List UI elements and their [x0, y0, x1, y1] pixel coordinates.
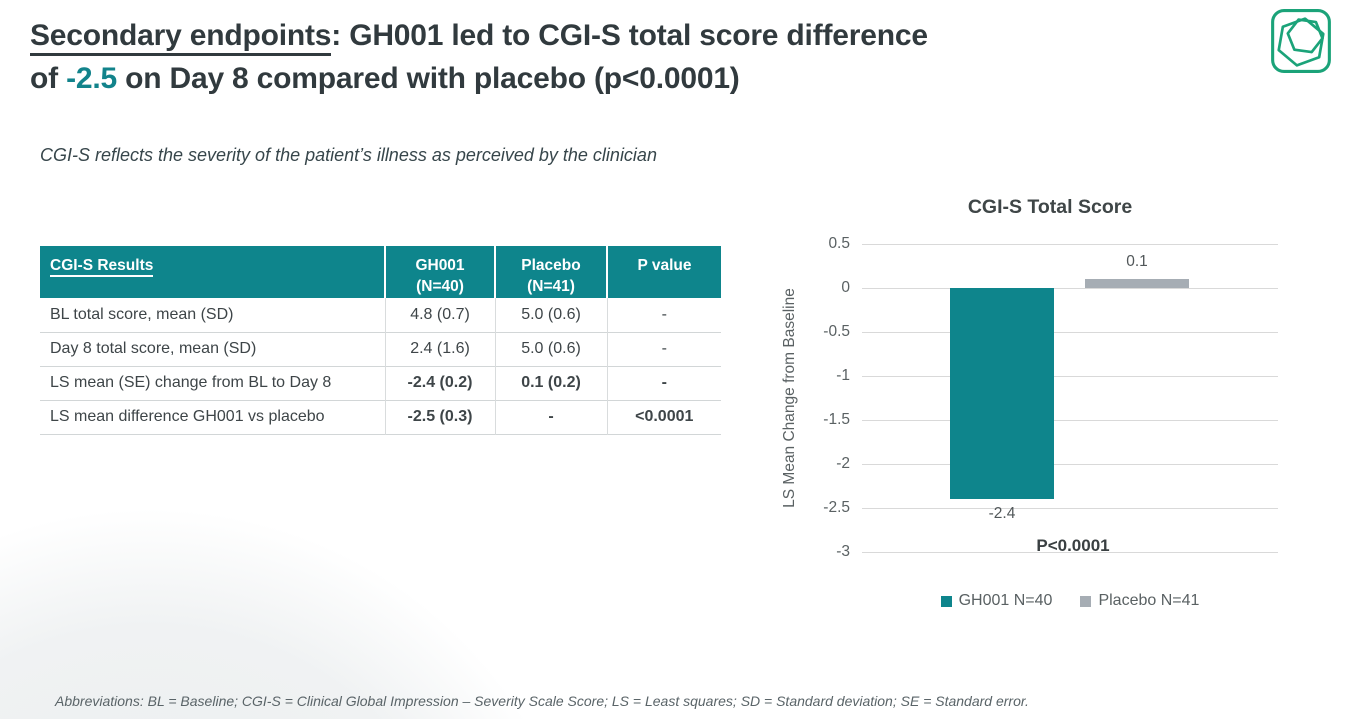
- row-value: <0.0001: [606, 400, 721, 434]
- row-value: -: [606, 366, 721, 400]
- gridline: [862, 464, 1278, 465]
- row-label: LS mean (SE) change from BL to Day 8: [50, 374, 332, 391]
- results-table-body: BL total score, mean (SD) 4.8 (0.7) 5.0 (0…: [40, 298, 721, 434]
- decorative-circle: [0, 510, 590, 719]
- row-value: 4.8 (0.7): [384, 298, 495, 332]
- row-value: -: [606, 298, 721, 332]
- y-tick-label: 0.5: [828, 235, 850, 252]
- legend-swatch: [1080, 595, 1092, 607]
- title-line2-pre: of: [30, 62, 67, 95]
- y-tick-label: -2.5: [823, 499, 850, 516]
- legend-item: GH001 N=40: [940, 592, 1053, 610]
- y-tick-label: 0: [841, 279, 850, 296]
- chart-legend: GH001 N=40 Placebo N=41: [810, 592, 1330, 610]
- table-row: Day 8 total score, mean (SD) 2.4 (1.6) 5.0…: [40, 332, 721, 366]
- table-row: LS mean (SE) change from BL to Day 8 -2.4…: [40, 366, 721, 400]
- row-label: BL total score, mean (SD): [50, 305, 234, 323]
- gridline: [862, 420, 1278, 421]
- y-tick-label: -1: [836, 367, 850, 384]
- legend-label: Placebo N=41: [1098, 592, 1200, 609]
- y-axis-label: LS Mean Change from Baseline: [781, 288, 798, 508]
- bar-value-label: 0.1: [1126, 253, 1148, 271]
- header-p-value: P value: [606, 246, 721, 298]
- slide-subtitle: CGI-S reflects the severity of the patie…: [40, 145, 657, 165]
- table-header-row: CGI-S Results GH001 (N=40) Placebo (N=41…: [40, 246, 721, 298]
- row-value: -2.5 (0.3): [384, 400, 495, 434]
- y-tick-label: -1.5: [823, 411, 850, 428]
- gridline: [862, 508, 1278, 509]
- row-value: -: [606, 332, 721, 366]
- row-value: 5.0 (0.6): [494, 332, 607, 366]
- bar-placebo: [1085, 279, 1189, 288]
- gridline: [862, 288, 1278, 289]
- bar-value-label: -2.4: [988, 505, 1016, 523]
- gridline: [862, 332, 1278, 333]
- footer-abbreviations: Abbreviations: BL = Baseline; CGI-S = Cl…: [55, 693, 1029, 709]
- cgis-total-score-chart: CGI-S Total Score LS Mean Change from Ba…: [770, 190, 1330, 630]
- slide-title: Secondary endpoints: GH001 led to CGI-S …: [30, 14, 1210, 100]
- company-logo-icon: [1271, 9, 1331, 73]
- table-row: LS mean difference GH001 vs placebo -2.5 …: [40, 400, 721, 434]
- header-placebo: Placebo (N=41): [494, 246, 607, 298]
- table-row: BL total score, mean (SD) 4.8 (0.7) 5.0 (0…: [40, 298, 721, 332]
- y-tick-label: -3: [836, 543, 850, 560]
- legend-label: GH001 N=40: [958, 592, 1053, 609]
- row-label: Day 8 total score, mean (SD): [50, 340, 257, 357]
- p-value-annotation: P<0.0001: [1036, 536, 1110, 555]
- y-tick-label: -2: [836, 455, 850, 472]
- row-value: 2.4 (1.6): [384, 332, 495, 366]
- bar-gh001: [950, 288, 1054, 500]
- row-label: LS mean difference GH001 vs placebo: [50, 408, 325, 425]
- row-value: 0.1 (0.2): [494, 366, 607, 400]
- gridline: [862, 552, 1278, 553]
- title-underlined-text: Secondary endpoints: [30, 19, 331, 56]
- header-gh001: GH001 (N=40): [384, 246, 495, 298]
- row-value: -2.4 (0.2): [384, 366, 495, 400]
- title-highlight-value: -2.5: [66, 62, 117, 95]
- y-tick-label: -0.5: [823, 323, 850, 340]
- legend-swatch: [940, 595, 952, 607]
- legend-item: Placebo N=41: [1080, 592, 1199, 610]
- title-line2-post: on Day 8 compared with placebo (p<0.0001…: [116, 62, 740, 95]
- row-value: -: [494, 400, 607, 434]
- results-table: CGI-S Results GH001 (N=40) Placebo (N=41…: [40, 246, 721, 435]
- gridline: [862, 376, 1278, 377]
- chart-title: CGI-S Total Score: [967, 196, 1133, 218]
- title-line1-rest: : GH001 led to CGI-S total score differe…: [331, 19, 928, 52]
- gridline: [862, 244, 1278, 245]
- header-cgis-results: CGI-S Results: [40, 246, 385, 298]
- row-value: 5.0 (0.6): [494, 298, 607, 332]
- results-table-header: CGI-S Results GH001 (N=40) Placebo (N=41…: [40, 246, 721, 298]
